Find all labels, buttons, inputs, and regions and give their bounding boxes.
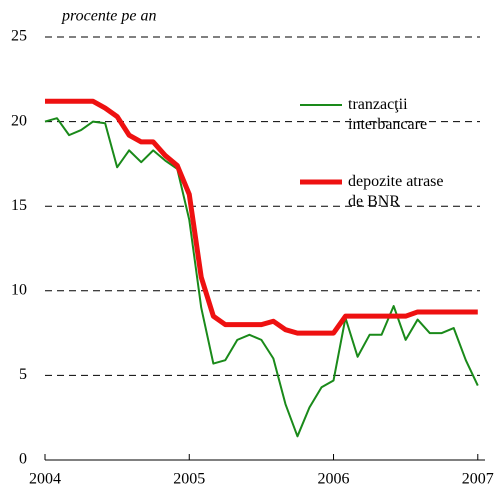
y-tick-label: 10 xyxy=(11,281,27,298)
legend-label: tranzacţii interbancare xyxy=(348,96,428,133)
x-tick-label: 2007 xyxy=(462,471,494,488)
series-line xyxy=(45,98,478,336)
x-tick-label: 2004 xyxy=(29,471,61,488)
x-tick-label: 2005 xyxy=(173,471,205,488)
y-tick-label: 20 xyxy=(11,112,27,129)
x-tick-label: 2006 xyxy=(318,471,350,488)
y-tick-label: 5 xyxy=(19,366,27,383)
legend-label: depozite atrase de BNR xyxy=(348,173,444,210)
y-tick-label: 15 xyxy=(11,197,27,214)
y-axis-label: procente pe an xyxy=(61,8,156,25)
series-line xyxy=(44,117,479,438)
y-tick-label: 0 xyxy=(19,451,27,468)
y-tick-label: 25 xyxy=(11,28,27,45)
